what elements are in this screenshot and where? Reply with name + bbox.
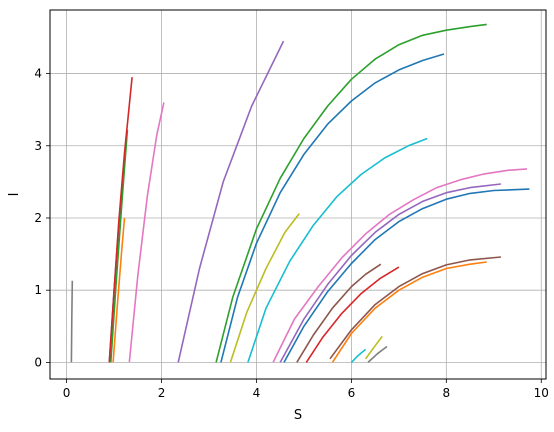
- series-line-13: [283, 188, 530, 363]
- x-axis-label: S: [294, 408, 302, 423]
- plot-frame: [49, 9, 547, 380]
- series-line-16: [329, 256, 501, 360]
- series-line-7: [215, 23, 487, 363]
- series-line-11: [272, 168, 528, 363]
- series-line-4: [112, 217, 126, 363]
- x-tick-label: 2: [158, 386, 166, 400]
- series-line-8: [220, 53, 445, 363]
- series-line-6: [177, 40, 285, 363]
- series-line-14: [296, 263, 382, 363]
- x-tick-label: 4: [253, 386, 261, 400]
- x-tick-label: 0: [63, 386, 71, 400]
- y-tick-label: 4: [34, 67, 42, 81]
- series-line-3: [108, 77, 133, 363]
- series-line-2: [110, 129, 129, 363]
- y-tick-label: 2: [34, 211, 42, 225]
- series-line-15: [305, 266, 400, 363]
- x-tick-label: 10: [534, 386, 549, 400]
- series-line-20: [367, 345, 388, 363]
- grid: [50, 10, 546, 379]
- series-line-19: [364, 335, 383, 360]
- series-layer: [70, 23, 530, 363]
- series-line-9: [229, 213, 300, 363]
- series-line-10: [247, 137, 428, 363]
- series-line-0: [70, 280, 74, 363]
- y-tick-label: 0: [34, 355, 42, 369]
- y-axis-label: I: [7, 193, 22, 197]
- x-axis-ticks: 0 2 4 6 8 10: [63, 379, 549, 400]
- series-line-18: [350, 348, 367, 363]
- series-line-12: [279, 183, 501, 363]
- y-tick-label: 3: [34, 139, 42, 153]
- x-tick-label: 8: [443, 386, 451, 400]
- x-tick-label: 6: [348, 386, 356, 400]
- series-line-17: [331, 261, 487, 363]
- y-tick-label: 1: [34, 283, 42, 297]
- series-line-5: [128, 102, 165, 363]
- y-axis-ticks: 0 1 2 3 4: [34, 67, 50, 369]
